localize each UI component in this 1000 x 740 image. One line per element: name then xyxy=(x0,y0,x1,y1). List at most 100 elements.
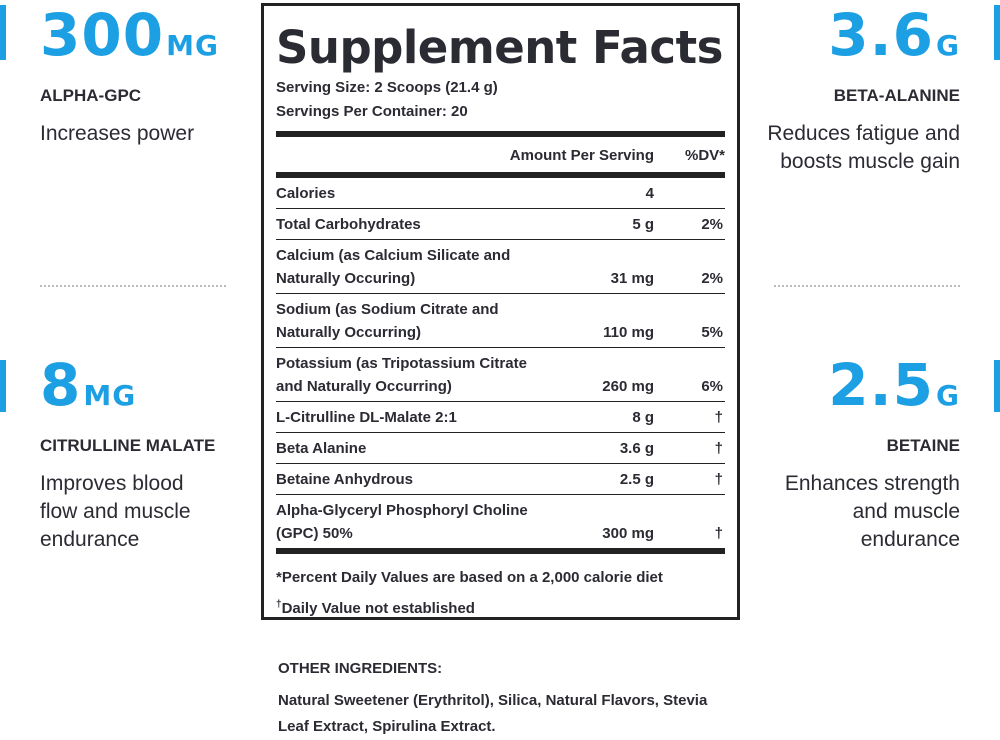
facts-header: Amount Per Serving %DV* xyxy=(276,137,725,172)
rule xyxy=(276,548,725,554)
callout-name: BETA-ALANINE xyxy=(833,86,960,105)
row-dv: † xyxy=(714,440,723,457)
row-name-cell: L-Citrulline DL-Malate 2:1 xyxy=(276,406,586,429)
row-dv-cell: 6% xyxy=(654,375,725,398)
row-name-cell: Beta Alanine xyxy=(276,437,586,460)
row-dv: 2% xyxy=(701,216,723,233)
facts-row: L-Citrulline DL-Malate 2:1 8 g † xyxy=(276,402,725,433)
row-dv-cell: † xyxy=(654,468,725,491)
row-name-cell: Potassium (as Tripotassium Citrate and N… xyxy=(276,352,586,398)
footnote: *Percent Daily Values are based on a 2,0… xyxy=(276,564,725,591)
row-name: Calories xyxy=(276,185,336,202)
row-amount: 31 mg xyxy=(610,270,654,287)
facts-row: Sodium (as Sodium Citrate and Naturally … xyxy=(276,294,725,348)
footnote-marker: † xyxy=(276,599,282,610)
row-name: Alpha-Glyceryl Phosphoryl Choline (GPC) … xyxy=(276,502,528,542)
separator xyxy=(774,285,960,287)
row-amount: 4 xyxy=(645,185,654,202)
facts-title: Supplement Facts xyxy=(276,21,723,74)
facts-row: Calories 4 xyxy=(276,178,725,209)
callout-amount: 300 xyxy=(40,1,165,69)
callout-unit: MG xyxy=(83,379,137,412)
facts-row: Calcium (as Calcium Silicate and Natural… xyxy=(276,240,725,294)
row-name: L-Citrulline DL-Malate 2:1 xyxy=(276,409,457,426)
other-ingredients: OTHER INGREDIENTS: Natural Sweetener (Er… xyxy=(278,656,708,740)
footnote: †Daily Value not established xyxy=(276,591,725,622)
callout-name: ALPHA-GPC xyxy=(40,86,142,105)
callout-amount-line: 8MG xyxy=(40,355,270,426)
callout-unit: MG xyxy=(166,29,219,62)
row-amount: 110 mg xyxy=(603,324,654,341)
callout-unit: G xyxy=(936,379,960,412)
row-dv: 2% xyxy=(701,270,723,287)
callout-amount-line: 300MG xyxy=(40,5,270,76)
row-dv: † xyxy=(714,525,723,542)
row-dv-cell: 2% xyxy=(654,267,725,290)
facts-row: Total Carbohydrates 5 g 2% xyxy=(276,209,725,240)
other-text: Natural Sweetener (Erythritol), Silica, … xyxy=(278,692,708,735)
callout-name: CITRULLINE MALATE xyxy=(40,436,216,455)
accent-bar xyxy=(994,5,1000,60)
callout-description: Enhances strength and muscle endurance xyxy=(784,472,960,551)
facts-row: Alpha-Glyceryl Phosphoryl Choline (GPC) … xyxy=(276,495,725,549)
row-name: Calcium (as Calcium Silicate and Natural… xyxy=(276,247,511,287)
row-amount: 300 mg xyxy=(602,525,654,542)
footnote-text: *Percent Daily Values are based on a 2,0… xyxy=(276,569,663,586)
callout-amount: 2.5 xyxy=(828,351,935,419)
row-amount: 5 g xyxy=(632,216,654,233)
rule xyxy=(276,131,725,137)
row-name-cell: Calcium (as Calcium Silicate and Natural… xyxy=(276,244,586,290)
callout-unit: G xyxy=(936,29,960,62)
row-name: Beta Alanine xyxy=(276,440,367,457)
row-name-cell: Total Carbohydrates xyxy=(276,213,586,236)
header-amount: Amount Per Serving xyxy=(509,147,654,164)
facts-row: Betaine Anhydrous 2.5 g † xyxy=(276,464,725,495)
row-name: Betaine Anhydrous xyxy=(276,471,413,488)
callout: 8MG CITRULLINE MALATE Improves blood flow … xyxy=(40,355,270,554)
row-name-cell: Calories xyxy=(276,182,586,205)
row-dv-cell: 5% xyxy=(654,321,725,344)
row-dv: 6% xyxy=(701,378,723,395)
row-dv-cell: † xyxy=(654,522,725,545)
row-dv: † xyxy=(714,409,723,426)
row-name-cell: Sodium (as Sodium Citrate and Naturally … xyxy=(276,298,586,344)
row-name: Sodium (as Sodium Citrate and Naturally … xyxy=(276,301,499,341)
serving-size: Serving Size: 2 Scoops (21.4 g) xyxy=(276,79,498,96)
other-heading: OTHER INGREDIENTS: xyxy=(278,660,443,677)
accent-bar xyxy=(0,5,6,60)
callout-amount-line: 3.6G xyxy=(730,5,960,76)
callout-description: Reduces fatigue and boosts muscle gain xyxy=(767,122,960,173)
row-dv: † xyxy=(714,471,723,488)
accent-bar xyxy=(0,360,6,412)
row-name: Total Carbohydrates xyxy=(276,216,421,233)
callout-description: Increases power xyxy=(40,122,195,145)
row-name-cell: Alpha-Glyceryl Phosphoryl Choline (GPC) … xyxy=(276,499,586,545)
callout-amount-line: 2.5G xyxy=(730,355,960,426)
callout: 2.5G BETAINE Enhances strength and muscle … xyxy=(730,355,960,554)
row-name-cell: Betaine Anhydrous xyxy=(276,468,586,491)
row-dv-cell: 2% xyxy=(654,213,725,236)
row-amount: 8 g xyxy=(632,409,654,426)
header-dv: %DV* xyxy=(684,147,725,164)
rule xyxy=(276,172,725,178)
callout-amount: 8 xyxy=(40,351,82,419)
callout: 300MG ALPHA-GPC Increases power xyxy=(40,5,270,148)
callout-description: Improves blood flow and muscle endurance xyxy=(40,472,191,551)
callout-amount: 3.6 xyxy=(828,1,935,69)
facts-row: Potassium (as Tripotassium Citrate and N… xyxy=(276,348,725,402)
row-name: Potassium (as Tripotassium Citrate and N… xyxy=(276,355,527,395)
footnote-text: Daily Value not established xyxy=(281,600,475,617)
row-dv-cell: † xyxy=(654,437,725,460)
row-amount: 260 mg xyxy=(602,378,654,395)
row-dv-cell: † xyxy=(654,406,725,429)
callout: 3.6G BETA-ALANINE Reduces fatigue and boos… xyxy=(730,5,960,176)
row-amount: 2.5 g xyxy=(619,471,654,488)
callout-name: BETAINE xyxy=(886,436,960,455)
facts-panel: Supplement Facts Serving Size: 2 Scoops … xyxy=(261,3,740,620)
row-dv: 5% xyxy=(701,324,723,341)
row-amount: 3.6 g xyxy=(619,440,654,457)
separator xyxy=(40,285,226,287)
facts-row: Beta Alanine 3.6 g † xyxy=(276,433,725,464)
accent-bar xyxy=(994,360,1000,412)
